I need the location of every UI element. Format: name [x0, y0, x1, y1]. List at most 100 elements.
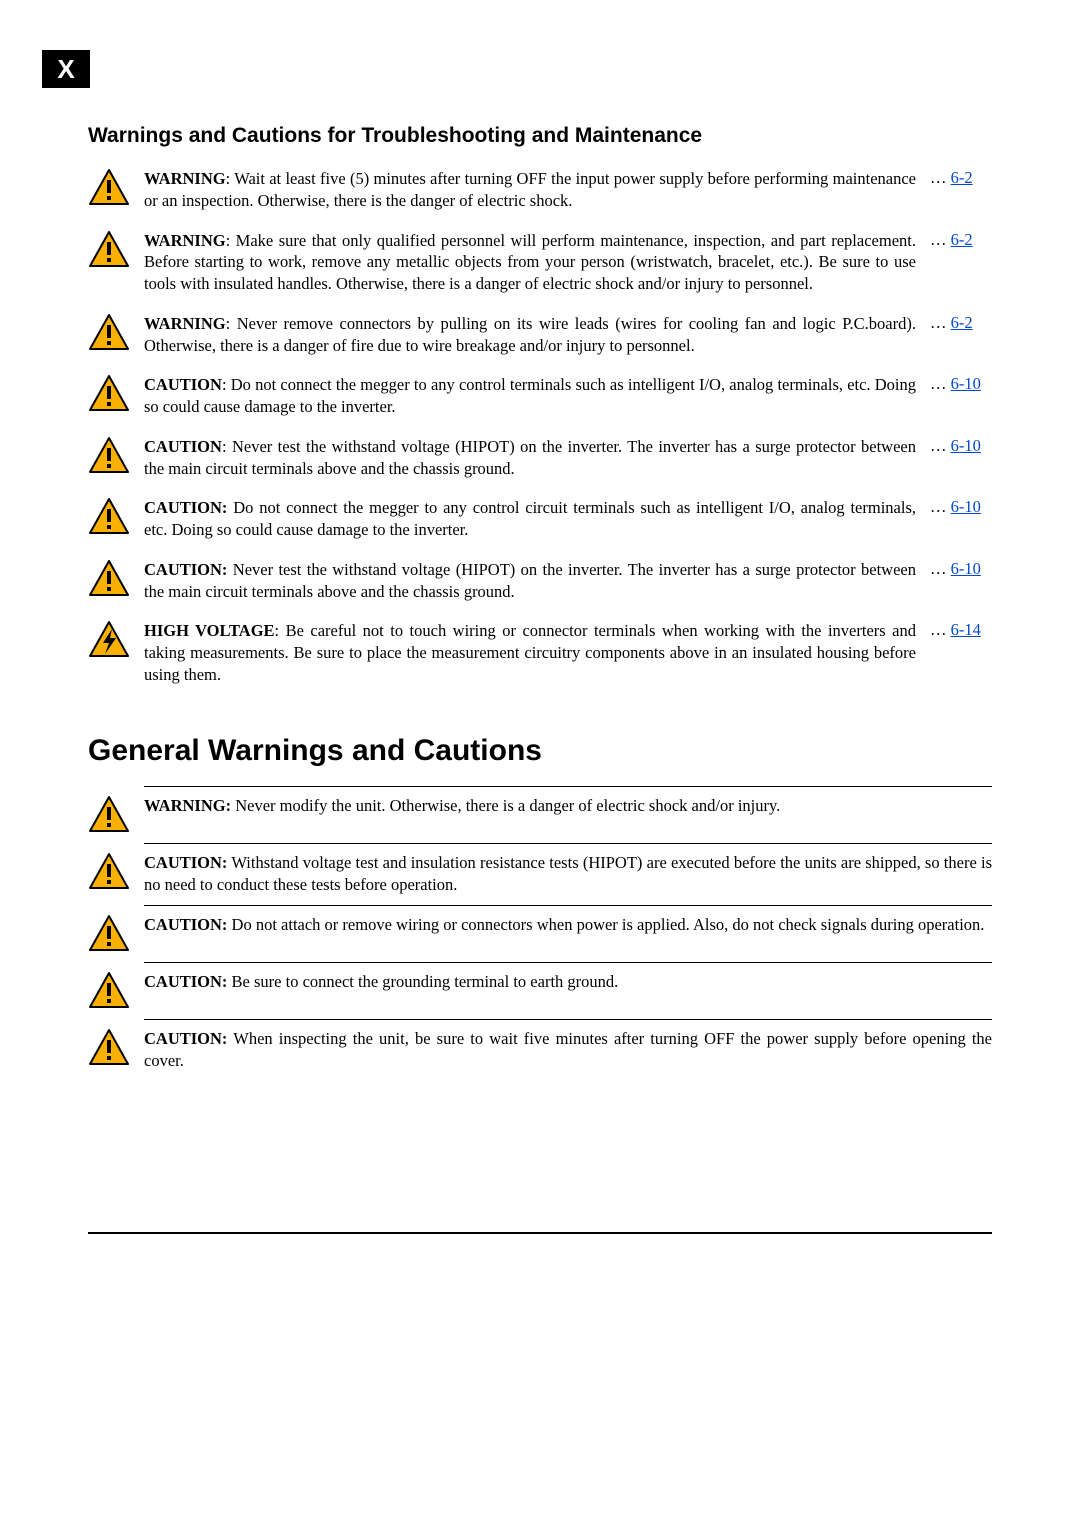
warning-label: CAUTION [144, 375, 222, 394]
warning-row: WARNING: Wait at least five (5) minutes … [88, 168, 992, 212]
warning-body: Never test the withstand voltage (HIPOT)… [144, 560, 916, 601]
warning-body: Do not attach or remove wiring or connec… [232, 915, 985, 934]
icon-cell [88, 230, 144, 268]
warning-label: CAUTION: [144, 498, 227, 517]
page-ref: … 6-10 [922, 436, 992, 456]
warning-icon [88, 168, 130, 206]
ref-ellipsis: … [930, 313, 951, 332]
warning-text: WARNING: Never remove connectors by pull… [144, 313, 922, 357]
icon-cell [88, 559, 144, 597]
icon-cell [88, 436, 144, 474]
icon-cell [88, 971, 144, 1009]
warning-row: CAUTION: Never test the withstand voltag… [88, 436, 992, 480]
warning-text: WARNING: Wait at least five (5) minutes … [144, 168, 922, 212]
warning-body: Withstand voltage test and insulation re… [144, 853, 992, 894]
warning-text: CAUTION: When inspecting the unit, be su… [144, 1028, 992, 1072]
page-ref-link[interactable]: 6-2 [951, 168, 973, 187]
icon-cell [88, 168, 144, 206]
warning-label: CAUTION [144, 437, 222, 456]
warning-body: Never modify the unit. Otherwise, there … [235, 796, 780, 815]
warning-text: HIGH VOLTAGE: Be careful not to touch wi… [144, 620, 922, 685]
warning-icon [88, 795, 130, 833]
warning-text: WARNING: Make sure that only qualified p… [144, 230, 922, 295]
warning-icon [88, 914, 130, 952]
warning-label: CAUTION: [144, 972, 227, 991]
page-ref-link[interactable]: 6-2 [951, 230, 973, 249]
warning-row: HIGH VOLTAGE: Be careful not to touch wi… [88, 620, 992, 685]
page-ref-link[interactable]: 6-2 [951, 313, 973, 332]
warning-text: CAUTION: Do not attach or remove wiring … [144, 914, 992, 936]
footer-rule [88, 1232, 992, 1234]
warning-row: CAUTION: Be sure to connect the groundin… [88, 963, 992, 1019]
warning-row: WARNING: Make sure that only qualified p… [88, 230, 992, 295]
warning-body: Do not connect the megger to any control… [144, 375, 916, 416]
page-ref: … 6-10 [922, 374, 992, 394]
warning-row: CAUTION: Do not connect the megger to an… [88, 497, 992, 541]
warning-sep: : [222, 437, 232, 456]
warning-icon [88, 374, 130, 412]
ref-ellipsis: … [930, 559, 951, 578]
warning-label: CAUTION: [144, 853, 227, 872]
icon-cell [88, 497, 144, 535]
warning-icon [88, 559, 130, 597]
warning-body: Never test the withstand voltage (HIPOT)… [144, 437, 916, 478]
warning-body: Wait at least five (5) minutes after tur… [144, 169, 916, 210]
page-ref: … 6-2 [922, 313, 992, 333]
icon-cell [88, 1028, 144, 1066]
warning-text: CAUTION: Withstand voltage test and insu… [144, 852, 992, 896]
page-ref-link[interactable]: 6-10 [951, 436, 981, 455]
warning-label: HIGH VOLTAGE [144, 621, 275, 640]
section-heading-troubleshooting: Warnings and Cautions for Troubleshootin… [88, 124, 992, 148]
warning-text: WARNING: Never modify the unit. Otherwis… [144, 795, 992, 817]
section-heading-general: General Warnings and Cautions [88, 734, 992, 768]
ref-ellipsis: … [930, 497, 951, 516]
icon-cell [88, 374, 144, 412]
page-ref: … 6-10 [922, 497, 992, 517]
warning-sep: : [275, 621, 286, 640]
page-ref-link[interactable]: 6-10 [951, 497, 981, 516]
icon-cell [88, 795, 144, 833]
warning-body: Never remove connectors by pulling on it… [144, 314, 916, 355]
page-content: X Warnings and Cautions for Troubleshoot… [0, 0, 1080, 1274]
warning-icon [88, 436, 130, 474]
icon-cell [88, 914, 144, 952]
warning-sep: : [226, 314, 237, 333]
page-ref: … 6-10 [922, 559, 992, 579]
general-warnings-list: WARNING: Never modify the unit. Otherwis… [88, 786, 992, 1082]
warning-icon [88, 1028, 130, 1066]
icon-cell [88, 620, 144, 658]
warning-sep: : [226, 169, 235, 188]
page-ref-link[interactable]: 6-14 [951, 620, 981, 639]
ref-ellipsis: … [930, 620, 951, 639]
warning-sep: : [226, 231, 236, 250]
warning-row: CAUTION: Withstand voltage test and insu… [88, 844, 992, 906]
warning-icon [88, 313, 130, 351]
page-ref: … 6-2 [922, 168, 992, 188]
warning-row: CAUTION: Do not connect the megger to an… [88, 374, 992, 418]
warning-label: CAUTION: [144, 560, 227, 579]
warning-icon [88, 852, 130, 890]
warning-row: CAUTION: When inspecting the unit, be su… [88, 1020, 992, 1082]
warning-label: WARNING [144, 169, 226, 188]
warning-sep: : [222, 375, 231, 394]
warning-row: WARNING: Never modify the unit. Otherwis… [88, 787, 992, 843]
warning-body: When inspecting the unit, be sure to wai… [144, 1029, 992, 1070]
page-ref-link[interactable]: 6-10 [951, 559, 981, 578]
warning-text: CAUTION: Never test the withstand voltag… [144, 559, 922, 603]
warning-body: Make sure that only qualified personnel … [144, 231, 916, 294]
ref-ellipsis: … [930, 230, 951, 249]
warning-icon [88, 230, 130, 268]
warning-icon [88, 971, 130, 1009]
warning-label: WARNING [144, 231, 226, 250]
page-ref-link[interactable]: 6-10 [951, 374, 981, 393]
icon-cell [88, 313, 144, 351]
troubleshooting-warnings-list: WARNING: Wait at least five (5) minutes … [88, 168, 992, 686]
icon-cell [88, 852, 144, 890]
warning-body: Be sure to connect the grounding termina… [232, 972, 619, 991]
page-number-tab: X [42, 50, 90, 88]
warning-body: Do not connect the megger to any control… [144, 498, 916, 539]
warning-row: CAUTION: Never test the withstand voltag… [88, 559, 992, 603]
warning-icon [88, 497, 130, 535]
warning-text: CAUTION: Do not connect the megger to an… [144, 374, 922, 418]
ref-ellipsis: … [930, 374, 951, 393]
